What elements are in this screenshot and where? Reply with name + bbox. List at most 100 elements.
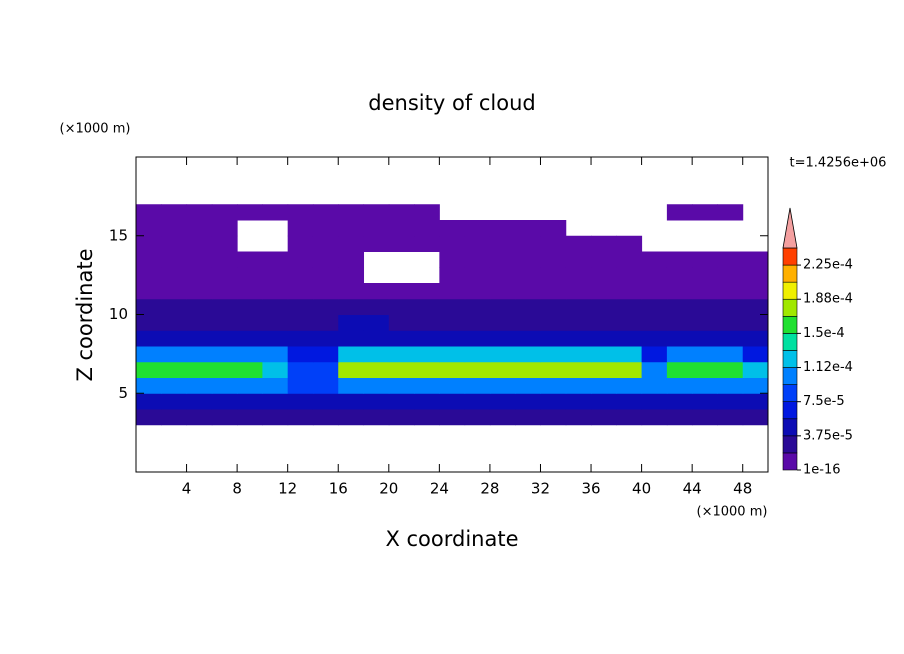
contour-cell xyxy=(338,267,365,284)
contour-cell xyxy=(161,409,188,426)
contour-cell xyxy=(515,251,541,268)
contour-cell xyxy=(161,361,188,378)
contour-cell xyxy=(742,267,769,284)
contour-cell xyxy=(666,393,693,410)
contour-cell xyxy=(312,267,339,284)
contour-cell xyxy=(186,361,213,378)
contour-cell xyxy=(666,267,693,284)
contour-cell xyxy=(211,283,238,300)
contour-cell xyxy=(515,377,541,394)
y-unit: (×1000 m) xyxy=(60,122,131,137)
contour-cell xyxy=(414,204,440,221)
contour-cell xyxy=(287,235,314,252)
contour-cell xyxy=(641,314,668,331)
contour-cell xyxy=(136,204,162,221)
contour-cell xyxy=(641,361,668,378)
contour-cell xyxy=(439,220,466,237)
contour-cell xyxy=(439,283,466,300)
contour-cell xyxy=(591,298,617,315)
contour-cell xyxy=(616,298,643,315)
contour-cell xyxy=(161,204,188,221)
contour-cell xyxy=(363,393,390,410)
contour-cell xyxy=(666,204,693,221)
contour-cell xyxy=(312,204,339,221)
contour-cell xyxy=(338,409,365,426)
y-tick-label: 5 xyxy=(118,384,128,402)
contour-cell xyxy=(186,377,213,394)
contour-cell xyxy=(136,220,162,237)
x-tick-label: 28 xyxy=(480,480,499,498)
contour-cell xyxy=(540,298,567,315)
colorbar-tick-label: 2.25e-4 xyxy=(803,258,853,273)
contour-cell xyxy=(237,361,263,378)
contour-cell xyxy=(666,377,693,394)
contour-cell xyxy=(211,298,238,315)
contour-cell xyxy=(338,361,365,378)
contour-cell xyxy=(540,330,567,347)
contour-cell xyxy=(312,251,339,268)
contour-cell xyxy=(439,235,466,252)
colorbar-box xyxy=(782,384,798,402)
contour-cell xyxy=(136,393,162,410)
colorbar-box xyxy=(782,298,798,317)
contour-cell xyxy=(262,267,289,284)
contour-cell xyxy=(388,346,415,363)
contour-cell xyxy=(515,267,541,284)
contour-cell xyxy=(464,298,491,315)
contour-cell xyxy=(338,377,365,394)
contour-cell xyxy=(439,409,466,426)
colorbar-box xyxy=(782,264,798,283)
x-tick-label: 8 xyxy=(232,480,242,498)
contour-cell xyxy=(262,377,289,394)
colorbar-box xyxy=(782,281,798,300)
contour-cell xyxy=(540,393,567,410)
contour-cell xyxy=(414,314,440,331)
contour-cell xyxy=(338,346,365,363)
contour-cell xyxy=(287,346,314,363)
colorbar-overflow xyxy=(782,207,798,249)
contour-cell xyxy=(363,346,390,363)
contour-cell xyxy=(237,251,263,268)
contour-cell xyxy=(414,298,440,315)
contour-cell xyxy=(312,314,339,331)
contour-cell xyxy=(565,314,592,331)
colorbar-box xyxy=(782,333,798,351)
contour-cell xyxy=(641,251,668,268)
contour-cell xyxy=(565,298,592,315)
contour-cell xyxy=(616,267,643,284)
contour-cell xyxy=(616,283,643,300)
contour-cell xyxy=(363,283,390,300)
contour-cell xyxy=(136,298,162,315)
contour-cell xyxy=(237,298,263,315)
contour-cell xyxy=(692,393,718,410)
contour-cell xyxy=(186,346,213,363)
contour-cell xyxy=(237,346,263,363)
colorbar-box xyxy=(782,452,798,471)
contour-cell xyxy=(742,314,769,331)
contour-cell xyxy=(464,267,491,284)
contour-cell xyxy=(338,204,365,221)
contour-cell xyxy=(515,220,541,237)
contour-cell xyxy=(211,361,238,378)
x-tick-label: 36 xyxy=(581,480,600,498)
contour-cell xyxy=(489,361,516,378)
contour-cell xyxy=(287,409,314,426)
contour-cell xyxy=(414,235,440,252)
contour-cell xyxy=(641,283,668,300)
annotation: t=1.4256e+06 xyxy=(790,156,887,171)
contour-cell xyxy=(161,235,188,252)
x-tick-label: 16 xyxy=(329,480,348,498)
contour-cell xyxy=(692,346,718,363)
contour-cell xyxy=(692,283,718,300)
contour-cell xyxy=(565,267,592,284)
colorbar-box xyxy=(782,435,798,454)
contour-cell xyxy=(186,409,213,426)
x-tick-label: 12 xyxy=(278,480,297,498)
contour-cell xyxy=(591,361,617,378)
contour-cell xyxy=(666,361,693,378)
contour-cell xyxy=(742,346,769,363)
y-axis-label: Z coordinate xyxy=(73,248,97,381)
contour-cell xyxy=(464,314,491,331)
contour-cell xyxy=(186,251,213,268)
contour-cell xyxy=(312,220,339,237)
